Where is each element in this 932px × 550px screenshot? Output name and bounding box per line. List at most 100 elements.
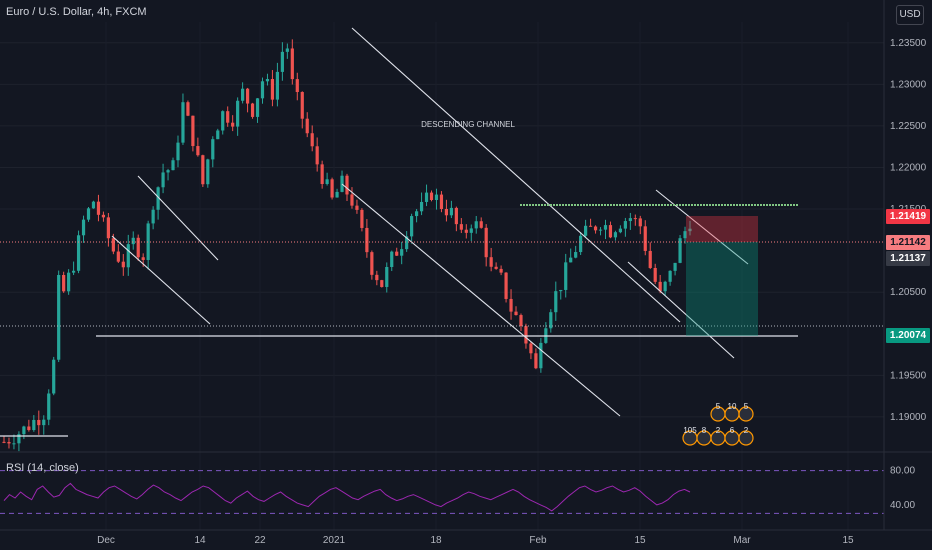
candle <box>603 225 608 230</box>
candle <box>106 217 110 239</box>
y-tick-label: 1.19000 <box>890 412 927 423</box>
candle <box>618 228 623 233</box>
candle <box>126 244 130 268</box>
candle <box>623 221 627 229</box>
candle <box>574 252 578 258</box>
candle <box>688 228 692 232</box>
candle <box>156 187 160 210</box>
candle <box>315 146 319 165</box>
candle <box>116 251 120 262</box>
candle <box>285 48 289 52</box>
candle <box>47 393 51 420</box>
candle <box>17 434 21 444</box>
candle <box>131 237 135 245</box>
channel-line <box>341 183 621 417</box>
candle <box>390 251 394 267</box>
candle <box>380 280 384 287</box>
candle <box>365 227 369 253</box>
candle <box>2 441 6 443</box>
candle <box>588 225 593 227</box>
event-badge-icon <box>738 430 754 446</box>
channel-line <box>627 261 735 359</box>
candle <box>231 122 235 127</box>
candle <box>673 262 677 271</box>
candle <box>355 205 359 210</box>
candle <box>27 426 31 431</box>
candle <box>519 315 523 327</box>
candle <box>375 274 379 281</box>
candle <box>206 159 210 185</box>
candle <box>250 103 255 117</box>
rsi-line <box>3 482 691 512</box>
candle <box>400 249 404 256</box>
grid <box>0 22 884 530</box>
x-tick-label: Dec <box>97 535 115 546</box>
event-badge-count: 8 <box>702 426 707 435</box>
candle <box>201 155 205 185</box>
candle <box>146 223 150 260</box>
candle <box>419 201 424 212</box>
y-tick-label: 1.22500 <box>890 121 927 132</box>
candle <box>71 270 76 273</box>
candle <box>489 257 493 267</box>
event-badge-count: 2 <box>744 426 749 435</box>
x-tick-label: 14 <box>194 535 206 546</box>
candle <box>161 172 165 188</box>
candle <box>633 218 637 220</box>
candle <box>191 115 195 147</box>
candle <box>613 232 618 238</box>
candle <box>668 270 672 282</box>
event-badge-count: 5 <box>716 402 721 411</box>
candle <box>509 298 513 312</box>
candle <box>514 311 518 316</box>
candle <box>499 268 503 273</box>
candle <box>350 194 354 206</box>
candle <box>52 359 56 394</box>
candle <box>171 160 175 171</box>
rsi-pane <box>0 470 884 514</box>
candle <box>265 79 270 82</box>
candle <box>429 192 434 201</box>
candle <box>385 266 389 287</box>
candle <box>81 219 86 236</box>
candle <box>270 79 275 100</box>
channel-line <box>655 189 749 265</box>
candle <box>57 275 61 360</box>
candle <box>370 252 374 275</box>
x-tick-label: 15 <box>634 535 646 546</box>
candle <box>275 71 280 100</box>
event-badge-count: 10 <box>728 402 737 411</box>
target-zone <box>686 242 758 336</box>
candle <box>494 266 498 269</box>
candle <box>62 275 66 292</box>
candle <box>176 142 180 161</box>
rsi-tick-label: 80.00 <box>890 466 915 477</box>
candle <box>221 111 225 131</box>
candle <box>504 272 508 299</box>
channel-line <box>111 235 211 325</box>
candle <box>32 419 36 431</box>
candle <box>414 211 419 217</box>
candle <box>683 231 687 239</box>
candle <box>663 281 667 292</box>
candle <box>593 226 598 231</box>
channel-line <box>137 175 219 261</box>
candle <box>101 214 106 218</box>
candle <box>151 209 155 224</box>
candle <box>464 229 468 233</box>
candle <box>360 209 364 228</box>
candle <box>325 179 329 185</box>
candle <box>638 218 642 227</box>
candle <box>67 272 71 292</box>
event-badge-count: 105 <box>683 426 697 435</box>
currency-button[interactable]: USD <box>896 5 924 25</box>
candle <box>410 216 414 237</box>
candle <box>454 207 458 225</box>
y-tick-label: 1.22000 <box>890 162 927 173</box>
x-tick-label: 15 <box>842 535 854 546</box>
candle <box>335 191 339 198</box>
candle <box>584 225 588 236</box>
candle <box>608 225 613 238</box>
